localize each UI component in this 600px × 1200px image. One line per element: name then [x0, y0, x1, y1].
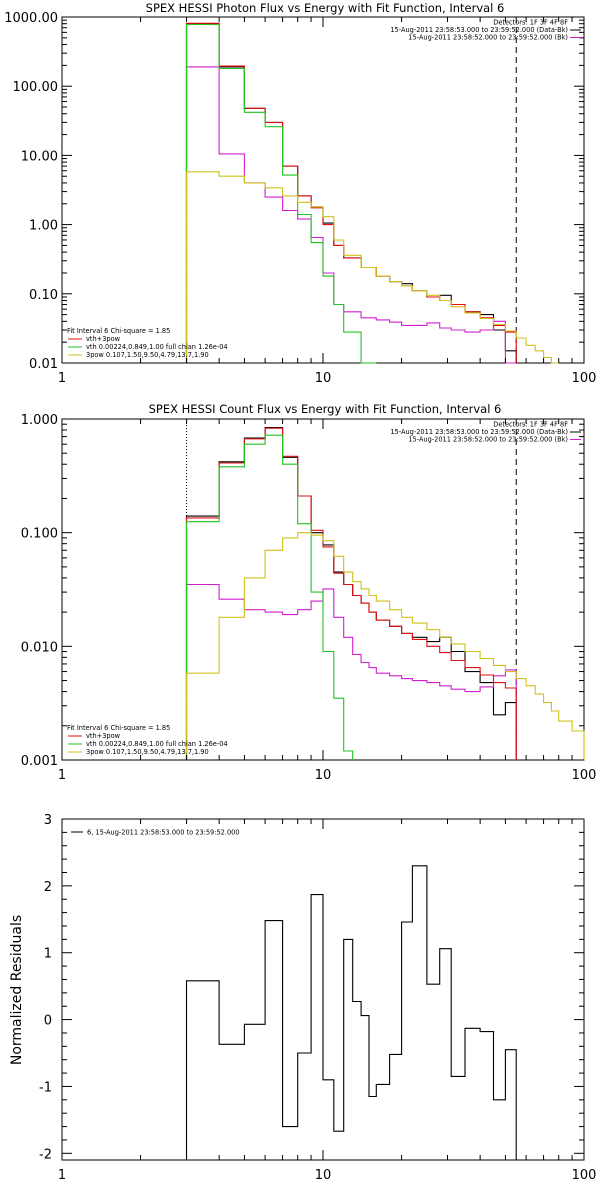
x-tick-label: 1 [58, 371, 66, 386]
series-line [185, 66, 517, 364]
y-tick-label: 0.100 [21, 527, 58, 542]
y-tick-label: 1.000 [21, 413, 58, 428]
y-tick-label: 10.00 [21, 149, 58, 164]
y-tick-label: 1000.00 [4, 11, 58, 26]
count-legend-bottom-line: vth 0.00224,0.849,1.00 full chian 1.26e-… [86, 740, 228, 748]
series-line [185, 865, 517, 1160]
y-tick-label: 0 [44, 1014, 52, 1029]
y-tick-label: 0.001 [21, 754, 58, 769]
count-legend-bottom-line: vth+3pow [86, 732, 121, 740]
y-tick-label: 0.10 [29, 288, 58, 303]
residuals-y-label: Normalized Residuals [9, 915, 25, 1065]
photon-legend-bottom-line: vth 0.00224,0.849,1.00 full chian 1.26e-… [86, 343, 228, 351]
series-line [185, 583, 517, 760]
count-legend-top: Detectors: 1F 3F 4F 8F 15-Aug-2011 23:58… [390, 421, 581, 444]
y-tick-label: 0.010 [21, 640, 58, 655]
y-tick-label: 2 [44, 880, 52, 895]
count-legend-top-line: Detectors: 1F 3F 4F 8F [493, 421, 568, 429]
photon-legend-bottom: Fit Interval 6 Chi-square = 1.85 vth+3po… [67, 327, 228, 359]
count-legend-bottom-line: Fit Interval 6 Chi-square = 1.85 [67, 724, 170, 732]
photon-panel-title: SPEX HESSI Photon Flux vs Energy with Fi… [146, 1, 505, 15]
count-legend-top-line: 15-Aug-2011 23:58:53.000 to 23:59:52.000… [390, 428, 568, 436]
residuals-legend: 6, 15-Aug-2011 23:58:53.000 to 23:59:52.… [71, 829, 240, 837]
y-tick-label: 0.01 [29, 357, 58, 372]
series-line [185, 427, 517, 760]
count-legend-bottom: Fit Interval 6 Chi-square = 1.85 vth+3po… [67, 724, 228, 756]
y-tick-label: -2 [39, 1147, 52, 1162]
photon-legend-top-line: Detectors: 1F 3F 4F 8F [493, 19, 568, 27]
x-tick-label: 100 [572, 768, 597, 783]
count-flux-panel: SPEX HESSI Count Flux vs Energy with Fit… [21, 402, 597, 783]
x-tick-label: 10 [315, 371, 332, 386]
photon-legend-top-line: 15-Aug-2011 23:58:53.000 to 23:59:52.000… [390, 26, 568, 34]
residuals-legend-line: 6, 15-Aug-2011 23:58:53.000 to 23:59:52.… [87, 829, 240, 837]
y-tick-label: 1 [44, 947, 52, 962]
photon-legend-top-line: 15-Aug-2011 23:58:52.000 to 23:59:52.000… [408, 34, 568, 42]
x-tick-label: 1 [58, 1168, 66, 1183]
count-panel-title: SPEX HESSI Count Flux vs Energy with Fit… [149, 402, 502, 416]
count-legend-bottom-line: 3pow 0.107,1.50,9.50,4.79,13.7,1.90 [86, 748, 209, 756]
photon-flux-panel: SPEX HESSI Photon Flux vs Energy with Fi… [4, 1, 596, 386]
photon-plot-frame [61, 16, 585, 364]
series-line [185, 532, 585, 760]
y-tick-label: 100.00 [13, 80, 59, 95]
x-tick-label: 100 [572, 371, 597, 386]
y-tick-label: 3 [44, 813, 52, 828]
count-legend-top-line: 15-Aug-2011 23:58:52.000 to 23:59:52.000… [408, 436, 568, 444]
x-tick-label: 10 [315, 1168, 332, 1183]
x-tick-label: 10 [315, 768, 332, 783]
photon-legend-top: Detectors: 1F 3F 4F 8F 15-Aug-2011 23:58… [390, 19, 581, 42]
x-tick-label: 1 [58, 768, 66, 783]
series-line [185, 434, 354, 760]
y-tick-label: -1 [39, 1080, 52, 1095]
series-line [185, 427, 517, 760]
series-line [185, 171, 559, 364]
x-tick-label: 100 [572, 1168, 597, 1183]
photon-legend-bottom-line: vth+3pow [86, 335, 121, 343]
series-line [185, 23, 377, 364]
y-tick-label: 1.00 [29, 219, 58, 234]
photon-legend-bottom-line: 3pow 0.107,1.50,9.50,4.79,13.7,1.90 [86, 351, 209, 359]
photon-legend-bottom-line: Fit Interval 6 Chi-square = 1.85 [67, 327, 170, 335]
